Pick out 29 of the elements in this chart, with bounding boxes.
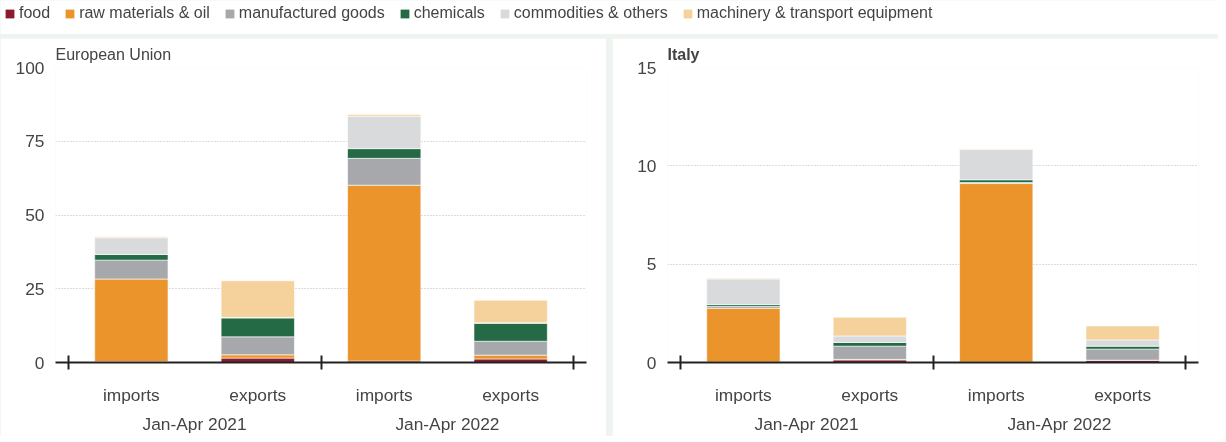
text: Jan-Apr 2022 xyxy=(395,413,500,434)
text: Jan-Apr 2021 xyxy=(754,413,859,434)
x-tick-label: imports xyxy=(714,384,773,405)
y-tick-label: 10 xyxy=(637,155,657,176)
text: Jan-Apr 2021 xyxy=(142,413,247,434)
y-tick-label: 75 xyxy=(25,131,45,152)
chart-title: Italy xyxy=(667,45,700,63)
text: Jan-Apr 2022 xyxy=(1007,413,1112,434)
legend-label: chemicals xyxy=(413,4,485,22)
x-tick-label: imports xyxy=(355,384,413,405)
y-tick-label: 15 xyxy=(637,57,657,78)
chart-title: European Union xyxy=(55,45,172,63)
legend-label: raw materials & oil xyxy=(79,4,210,22)
y-tick-label: 0 xyxy=(646,352,657,373)
y-tick-label: 50 xyxy=(25,205,45,225)
x-tick-label: imports xyxy=(967,384,1025,405)
y-tick-label: 5 xyxy=(646,254,657,275)
x-tick-label: exports xyxy=(482,384,540,405)
y-tick-label: 100 xyxy=(15,57,45,78)
legend-label: manufactured goods xyxy=(238,4,385,22)
legend-label: machinery & transport equipment xyxy=(696,4,933,22)
x-tick-label: imports xyxy=(102,384,161,405)
x-tick-label: exports xyxy=(229,384,287,405)
x-tick-label: exports xyxy=(841,384,899,405)
y-tick-label: 0 xyxy=(34,352,45,373)
legend-label: food xyxy=(19,4,51,22)
x-tick-label: exports xyxy=(1094,384,1152,405)
y-tick-label: 25 xyxy=(25,278,45,299)
legend-label: commodities & others xyxy=(513,4,668,22)
